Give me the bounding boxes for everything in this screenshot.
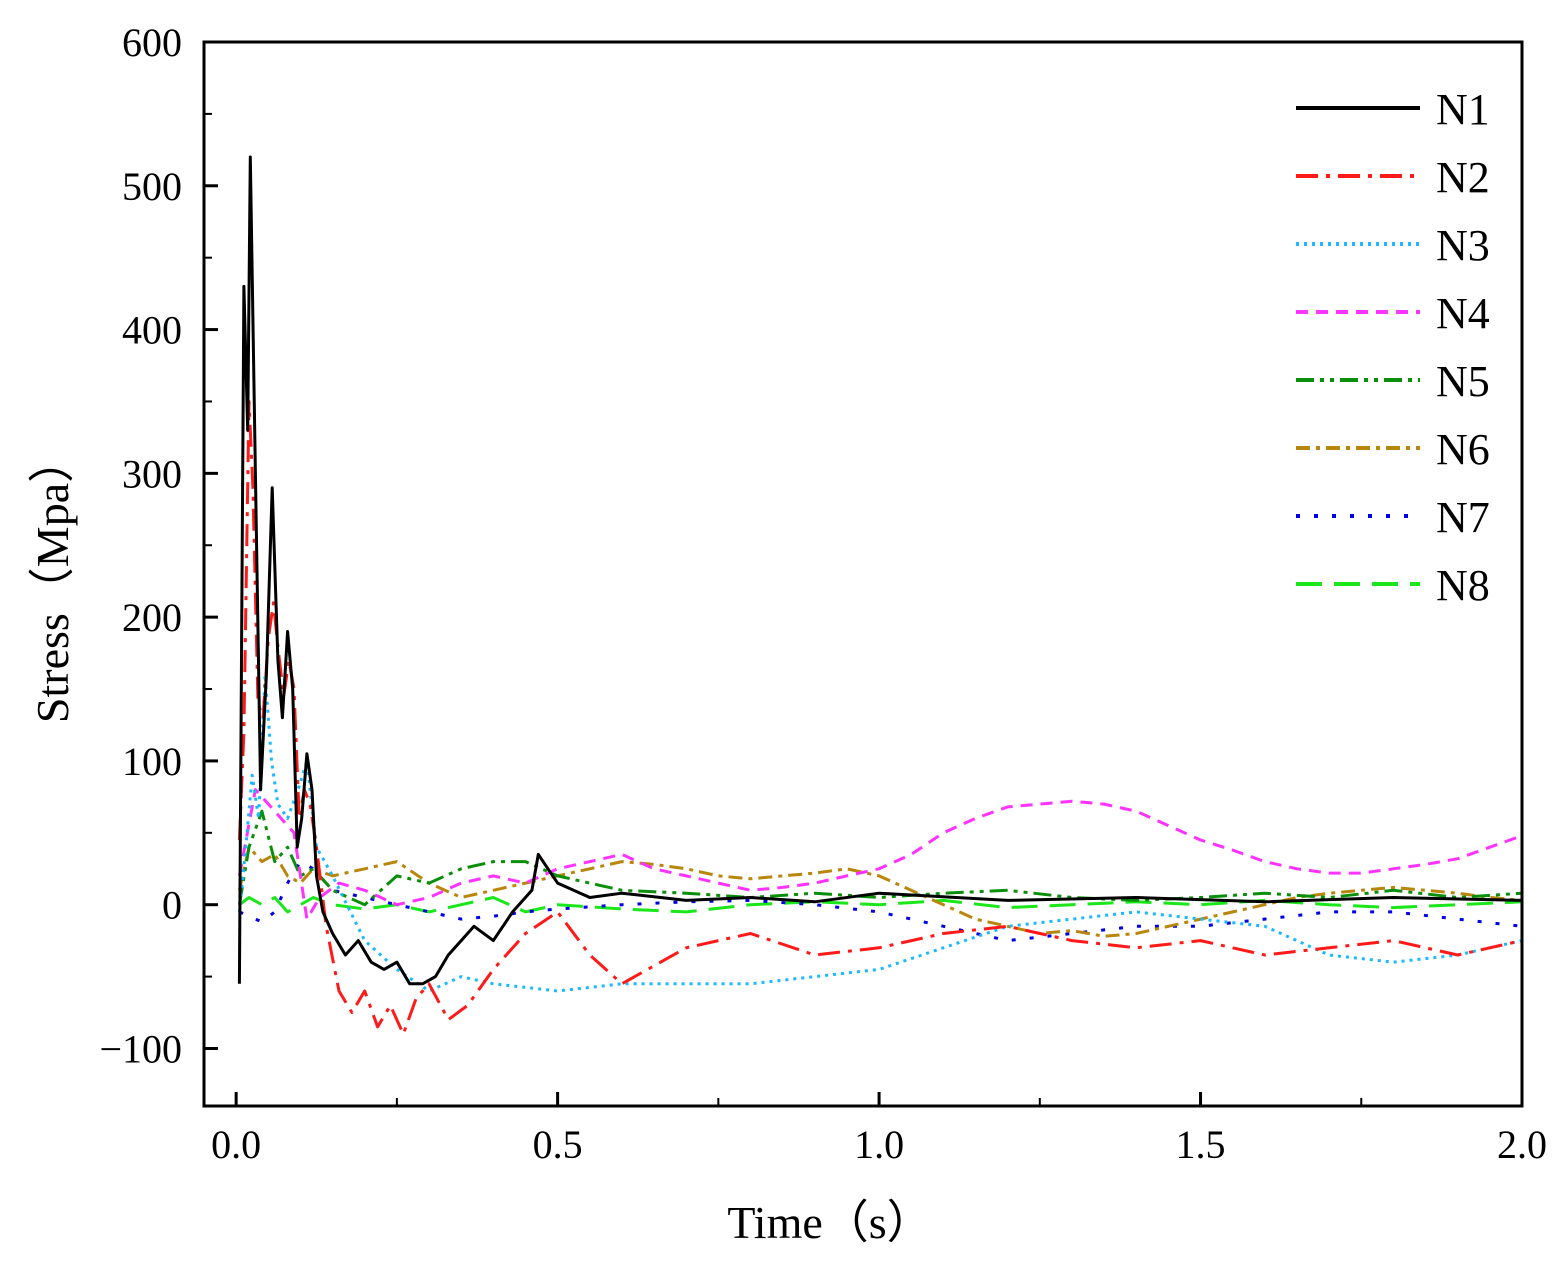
tick-layer: 0.0 0.5 1.0 1.5 2.0 −100 0 100 200 300 400 500 600	[99, 20, 1547, 1167]
y-tick-label: −100	[99, 1026, 182, 1071]
y-tick-label: 0	[162, 883, 182, 928]
series-line-n2	[237, 400, 1523, 1036]
legend-label-n7: N7	[1436, 493, 1490, 542]
y-tick-label: 100	[122, 739, 182, 784]
legend-label-n3: N3	[1436, 221, 1490, 270]
legend-label-n6: N6	[1436, 425, 1490, 474]
x-axis-label: Time（s）	[727, 1197, 932, 1248]
series-line-n8	[238, 896, 1523, 914]
legend-label-n8: N8	[1436, 561, 1490, 610]
x-tick-label: 2.0	[1497, 1122, 1547, 1167]
legend-label-n1: N1	[1436, 85, 1490, 134]
series-line-n7	[238, 860, 1523, 943]
legend-label-n5: N5	[1436, 357, 1490, 406]
y-axis-label: Stress（Mpa）	[27, 437, 78, 723]
series-line-n4	[237, 788, 1523, 921]
y-tick-label: 300	[122, 451, 182, 496]
legend: N1 N2 N3 N4 N5 N6 N7 N8	[1296, 85, 1490, 610]
series-layer	[237, 155, 1523, 1036]
series-line-n3	[237, 673, 1523, 993]
x-tick-label: 0.5	[533, 1122, 583, 1167]
series-line-n1	[237, 155, 1523, 986]
y-tick-label: 200	[122, 595, 182, 640]
legend-label-n2: N2	[1436, 153, 1490, 202]
series-line-n6	[237, 845, 1523, 938]
x-tick-label: 1.5	[1176, 1122, 1226, 1167]
y-tick-label: 400	[122, 308, 182, 353]
plot-frame	[202, 40, 1524, 1108]
x-tick-label: 1.0	[854, 1122, 904, 1167]
x-tick-label: 0.0	[211, 1122, 261, 1167]
series-line-n5	[237, 809, 1523, 907]
y-tick-label: 500	[122, 164, 182, 209]
y-tick-label: 600	[122, 20, 182, 65]
legend-label-n4: N4	[1436, 289, 1490, 338]
